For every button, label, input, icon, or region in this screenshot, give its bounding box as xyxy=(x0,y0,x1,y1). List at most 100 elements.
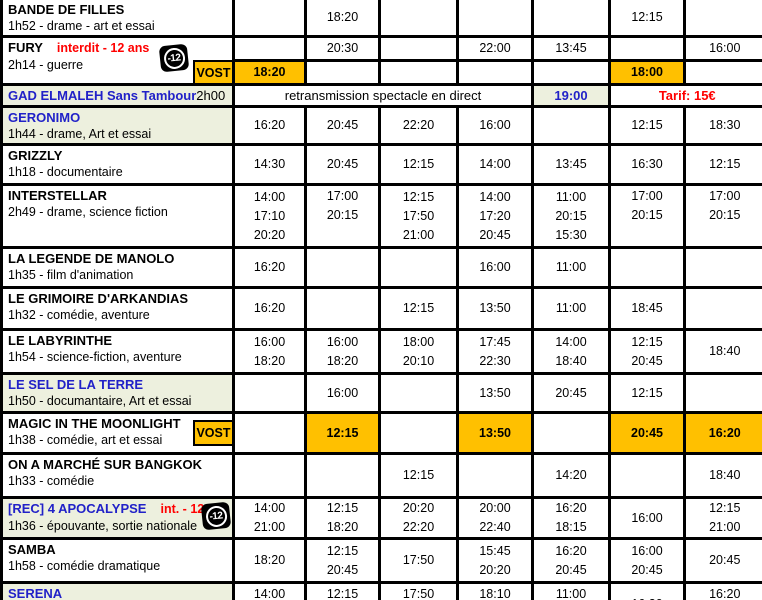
showtime-cell xyxy=(304,59,381,86)
film-info: 1h35 - film d'animation xyxy=(8,268,134,282)
showtime-cell: 14:00 17:10 20:20 xyxy=(232,183,307,249)
showtime: 12:15 xyxy=(326,543,359,558)
showtime-cell: 12:15 xyxy=(304,411,381,455)
film-info: 1h38 - comédie, art et essai xyxy=(8,433,163,447)
showtime-cell: 12:15 21:00 xyxy=(683,496,762,540)
showtime: 20:45 xyxy=(326,562,359,577)
showtime-cell: 18:20 xyxy=(232,59,307,86)
showtime-cell: 16:20 xyxy=(232,286,307,331)
showtime-cell: 18:20 xyxy=(232,537,307,584)
showtime: 11:00 xyxy=(555,587,587,600)
showtime: 17:00 xyxy=(709,189,741,203)
event-time: 19:00 xyxy=(554,88,588,103)
film-info: 1h33 - comédie xyxy=(8,474,95,488)
showtime: 20:15 xyxy=(326,208,359,222)
showtime-cell: 12:15 20:45 xyxy=(304,537,381,584)
showtime: 14:00 xyxy=(479,157,511,171)
showtime-cell xyxy=(232,452,307,499)
film-title: FURY xyxy=(8,40,43,55)
film-row: FURY interdit - 12 ans 2h14 - guerre -12 VOS… xyxy=(0,35,762,86)
showtime: 21:00 xyxy=(253,520,286,534)
showtime-cell: 17:45 22:30 xyxy=(456,328,534,375)
film-title-cell: LE GRIMOIRE D'ARKANDIAS 1h32 - comédie, a… xyxy=(0,286,235,331)
showtime: 18:40 xyxy=(709,344,741,358)
showtime-cell: 16:20 20:45 xyxy=(531,537,611,584)
showtime: 18:45 xyxy=(631,301,663,315)
showtime-cell: 16:00 18:20 xyxy=(232,328,307,375)
showtime-cell: 16:20 xyxy=(683,411,762,455)
showtime: 15:30 xyxy=(555,227,587,242)
showtime-cell xyxy=(683,372,762,414)
showtime-cell: 16:00 18:20 xyxy=(304,328,381,375)
film-row: SAMBA 1h58 - comédie dramatique 18:20 12:15… xyxy=(0,537,762,584)
showtime-cell: 22:20 xyxy=(378,105,459,146)
film-title: INTERSTELLAR xyxy=(8,188,107,203)
showtime: 17:50 xyxy=(402,208,435,223)
showtime: 12:15 xyxy=(631,334,663,349)
showtime: 16:00 xyxy=(253,334,286,349)
film-info: 1h36 - épouvante, sortie nationale xyxy=(8,519,198,533)
showtime-cell: 12:15 xyxy=(608,372,686,414)
showtime: 20:45 xyxy=(631,425,663,440)
showtime-cell: 11:00 20:15 15:30 xyxy=(531,183,611,249)
showtime: 18:20 xyxy=(326,353,359,368)
film-row: LE SEL DE LA TERRE 1h50 - documantaire, A… xyxy=(0,372,762,414)
vost-text: VOST xyxy=(196,65,231,80)
showtime-cell: 16:30 xyxy=(608,581,686,600)
showtime-cell xyxy=(531,59,611,86)
showtime-cell xyxy=(531,411,611,455)
showtime: 16:00 xyxy=(631,543,663,558)
film-title-line: INTERSTELLAR xyxy=(8,188,227,205)
showtime-cell: 17:00 20:15 xyxy=(304,183,381,249)
showtime-cell: 13:50 xyxy=(456,372,534,414)
film-row: [REC] 4 APOCALYPSE int. - 12 ans 1h36 - ép… xyxy=(0,496,762,540)
showtime-cell: 16:30 xyxy=(608,143,686,186)
film-info: 1h54 - science-fiction, aventure xyxy=(8,350,182,364)
showtime-cell xyxy=(232,372,307,414)
film-title-line: LE GRIMOIRE D'ARKANDIAS xyxy=(8,291,227,308)
film-info: 1h32 - comédie, aventure xyxy=(8,308,150,322)
showtime: 18:20 xyxy=(253,65,286,79)
film-row: ON A MARCHÉ SUR BANGKOK 1h33 - comédie 12:… xyxy=(0,452,762,499)
showtime-cell: 13:50 xyxy=(456,286,534,331)
showtime: 16:00 xyxy=(479,260,511,274)
showtime-cell: 20:45 xyxy=(304,105,381,146)
film-row: SERENA1h45 - drame, sortie nationale 14:0… xyxy=(0,581,762,600)
film-title-line: SAMBA xyxy=(8,542,227,559)
showtime-cell: 16:00 xyxy=(608,496,686,540)
showtime: 20:15 xyxy=(709,208,741,222)
showtime: 12:15 xyxy=(402,157,435,171)
film-title: BANDE DE FILLES xyxy=(8,2,125,17)
showtime: 12:15 xyxy=(402,468,435,482)
showtime: 22:20 xyxy=(402,520,435,534)
showtime: 18:00 xyxy=(631,65,663,79)
film-title-cell: GAD ELMALEH Sans Tambour 2h00 xyxy=(0,83,235,108)
age-rating-badge: -12 xyxy=(158,43,190,73)
film-row: INTERSTELLAR 2h49 - drame, science fictio… xyxy=(0,183,762,249)
showtime-cell xyxy=(608,35,686,62)
showtime: 22:30 xyxy=(479,353,511,368)
film-info: 1h52 - drame - art et essai xyxy=(8,19,155,33)
film-title-line: SERENA xyxy=(8,586,227,600)
film-info: 1h58 - comédie dramatique xyxy=(8,559,161,573)
showtime: 17:10 xyxy=(253,208,286,223)
film-info: 1h18 - documentaire xyxy=(8,165,123,179)
showtime: 12:15 xyxy=(326,501,359,515)
showtime: 14:00 xyxy=(555,334,587,349)
showtime: 16:20 xyxy=(253,118,286,132)
showtime-cell: 17:00 20:15 xyxy=(683,183,762,249)
event-row: GAD ELMALEH Sans Tambour 2h00 retransmissi… xyxy=(0,83,762,108)
film-title: MAGIC IN THE MOONLIGHT xyxy=(8,416,181,431)
showtime: 14:00 xyxy=(253,189,286,204)
showtime-cell: 18:40 xyxy=(683,328,762,375)
showtime-cell xyxy=(378,0,459,38)
film-title-line: ON A MARCHÉ SUR BANGKOK xyxy=(8,457,227,474)
showtime-cell xyxy=(378,59,459,86)
event-tarif: Tarif: 15€ xyxy=(658,88,716,103)
showtime-cell: 12:15 xyxy=(378,452,459,499)
showtime-cell: 12:15 xyxy=(683,143,762,186)
showtime-cell: 12:15 18:20 xyxy=(304,496,381,540)
showtime-cell: 11:00 xyxy=(531,286,611,331)
showtime: 20:45 xyxy=(631,353,663,368)
showtime: 14:00 xyxy=(253,501,286,515)
